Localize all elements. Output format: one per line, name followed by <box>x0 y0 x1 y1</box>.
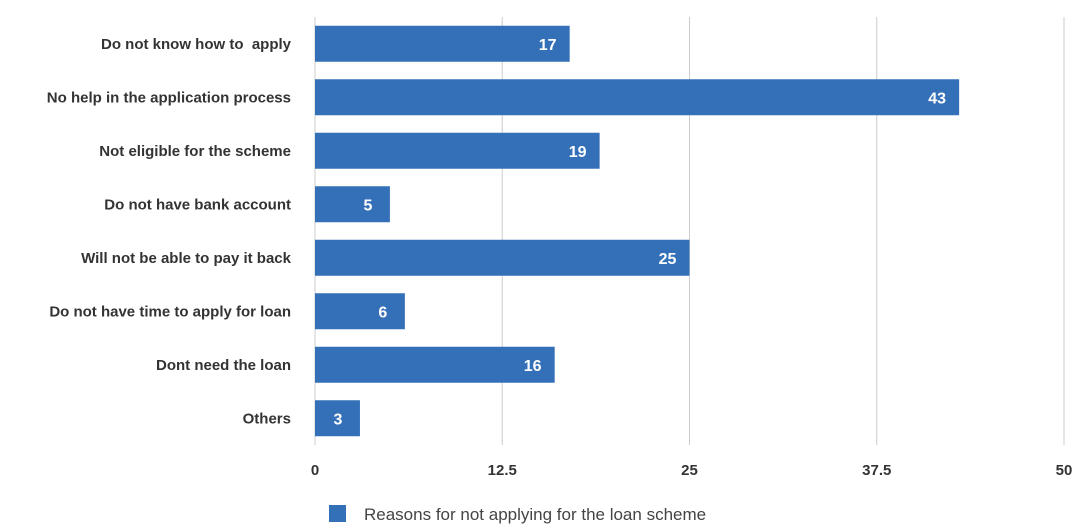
data-label: 19 <box>569 144 587 161</box>
category-label: Do not have time to apply for loan <box>49 303 291 320</box>
data-label: 6 <box>378 304 387 321</box>
x-tick-label: 12.5 <box>488 462 517 479</box>
bar <box>315 25 570 62</box>
bar <box>315 346 555 383</box>
legend-label: Reasons for not applying for the loan sc… <box>364 505 706 524</box>
category-label: Will not be able to pay it back <box>81 250 292 267</box>
x-tick-label: 50 <box>1056 462 1073 479</box>
data-label: 16 <box>524 358 542 375</box>
x-tick-label: 37.5 <box>862 462 891 479</box>
category-labels: Do not know how to apply No help in the a… <box>47 36 292 428</box>
legend: Reasons for not applying for the loan sc… <box>329 505 706 524</box>
data-label: 25 <box>659 251 677 268</box>
category-label: Do not have bank account <box>104 196 291 213</box>
data-label: 3 <box>333 411 342 428</box>
bar <box>315 400 360 437</box>
data-label: 43 <box>928 90 946 107</box>
data-label: 17 <box>539 37 557 54</box>
category-label: Dont need the loan <box>156 357 291 374</box>
legend-swatch <box>329 505 346 522</box>
category-label: Others <box>243 410 291 427</box>
bars: 17 43 19 5 25 6 16 3 <box>315 25 960 437</box>
bar <box>315 79 960 116</box>
category-label: Not eligible for the scheme <box>99 143 291 160</box>
bar <box>315 132 600 169</box>
bar <box>315 293 405 330</box>
bar <box>315 239 690 276</box>
bar <box>315 186 390 223</box>
x-axis-ticks: 0 12.5 25 37.5 50 <box>311 462 1073 479</box>
category-label: Do not know how to apply <box>101 36 292 53</box>
x-tick-label: 25 <box>681 462 698 479</box>
data-label: 5 <box>363 197 372 214</box>
x-tick-label: 0 <box>311 462 319 479</box>
category-label: No help in the application process <box>47 89 291 106</box>
